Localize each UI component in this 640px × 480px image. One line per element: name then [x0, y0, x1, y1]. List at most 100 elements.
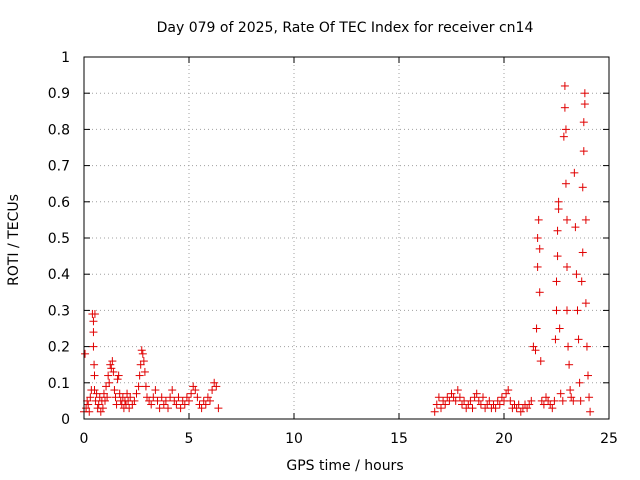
data-point [579, 118, 588, 127]
data-point [585, 393, 594, 402]
data-point [110, 386, 119, 395]
data-point [558, 396, 567, 405]
data-point [126, 393, 135, 402]
data-point [98, 404, 107, 413]
data-point [141, 382, 150, 391]
data-point [180, 400, 189, 409]
data-point [164, 404, 172, 413]
x-tick-label: 25 [600, 431, 618, 447]
data-point [118, 393, 127, 402]
data-point [563, 262, 571, 271]
data-point [560, 103, 569, 112]
data-point [134, 382, 143, 391]
data-point [157, 393, 166, 402]
data-point [89, 342, 98, 351]
data-point [534, 215, 543, 224]
y-tick-label: 0.5 [48, 231, 70, 247]
y-tick-label: 0.1 [48, 376, 70, 392]
data-point [548, 404, 557, 413]
data-point [434, 393, 443, 402]
data-point [533, 234, 542, 242]
axis-ticks [83, 56, 610, 420]
data-point [128, 400, 137, 409]
data-point [212, 382, 221, 391]
data-point [210, 378, 219, 387]
data-point [586, 407, 595, 416]
data-point [565, 360, 574, 369]
data-point [111, 393, 120, 402]
data-point [106, 360, 115, 369]
data-point [455, 393, 464, 402]
data-point [479, 393, 487, 402]
data-point [577, 277, 586, 286]
data-point [532, 324, 541, 333]
data-point [147, 400, 156, 409]
data-point [566, 386, 575, 395]
data-point [504, 386, 513, 395]
data-point [580, 89, 589, 98]
data-point [474, 396, 483, 405]
data-point [551, 335, 560, 344]
data-point [553, 252, 562, 261]
data-point [578, 248, 587, 257]
data-point [172, 400, 181, 409]
data-point [584, 371, 592, 380]
data-point [525, 400, 534, 409]
data-point [582, 342, 591, 351]
data-point [155, 404, 164, 413]
data-point [139, 357, 148, 366]
data-point [451, 396, 460, 405]
data-point [554, 197, 563, 206]
data-point [531, 346, 540, 355]
data-point [536, 357, 545, 366]
data-point [523, 404, 532, 413]
x-tick-label: 20 [495, 431, 513, 447]
data-point [101, 396, 109, 405]
data-point [113, 375, 122, 384]
data-point [502, 389, 511, 398]
y-tick-label: 0.6 [48, 195, 70, 211]
data-point [464, 400, 473, 409]
data-point [572, 270, 581, 279]
data-point [470, 393, 479, 402]
data-point [535, 244, 544, 253]
data-point [535, 288, 544, 297]
y-axis-label: ROTI / TECUs [6, 194, 22, 286]
data-point [208, 386, 217, 395]
data-point [151, 386, 160, 395]
data-point [567, 393, 576, 402]
data-point [161, 396, 170, 405]
data-point [441, 400, 450, 409]
grid-lines [84, 57, 609, 419]
y-tick-label: 0.8 [48, 122, 70, 138]
data-point [573, 306, 582, 315]
data-point [559, 132, 568, 141]
data-point [553, 226, 562, 235]
data-point [506, 396, 515, 405]
data-point [575, 378, 584, 387]
data-point [81, 349, 90, 358]
data-point [107, 364, 116, 373]
data-point [550, 396, 559, 405]
data-point [581, 215, 590, 224]
data-point [554, 205, 563, 214]
data-point [571, 223, 580, 232]
data-point [168, 386, 177, 395]
data-point [447, 389, 456, 398]
tick-labels: 0 5 10 15 20 25 0 0.1 0.2 0.3 0.4 0.5 0.6 0.7 0.8 0.9 1 [48, 50, 618, 447]
data-point [85, 407, 94, 416]
data-point [89, 317, 98, 326]
y-tick-label: 0.9 [48, 86, 70, 102]
data-point [430, 407, 439, 416]
data-point [529, 342, 538, 351]
data-point [560, 81, 569, 90]
y-tick-label: 0.3 [48, 303, 70, 319]
data-point [578, 183, 587, 192]
data-point [570, 168, 579, 177]
data-point [174, 393, 183, 402]
data-point [527, 396, 536, 405]
y-tick-label: 0.7 [48, 159, 70, 175]
data-point [466, 396, 475, 405]
data-point [90, 371, 99, 380]
